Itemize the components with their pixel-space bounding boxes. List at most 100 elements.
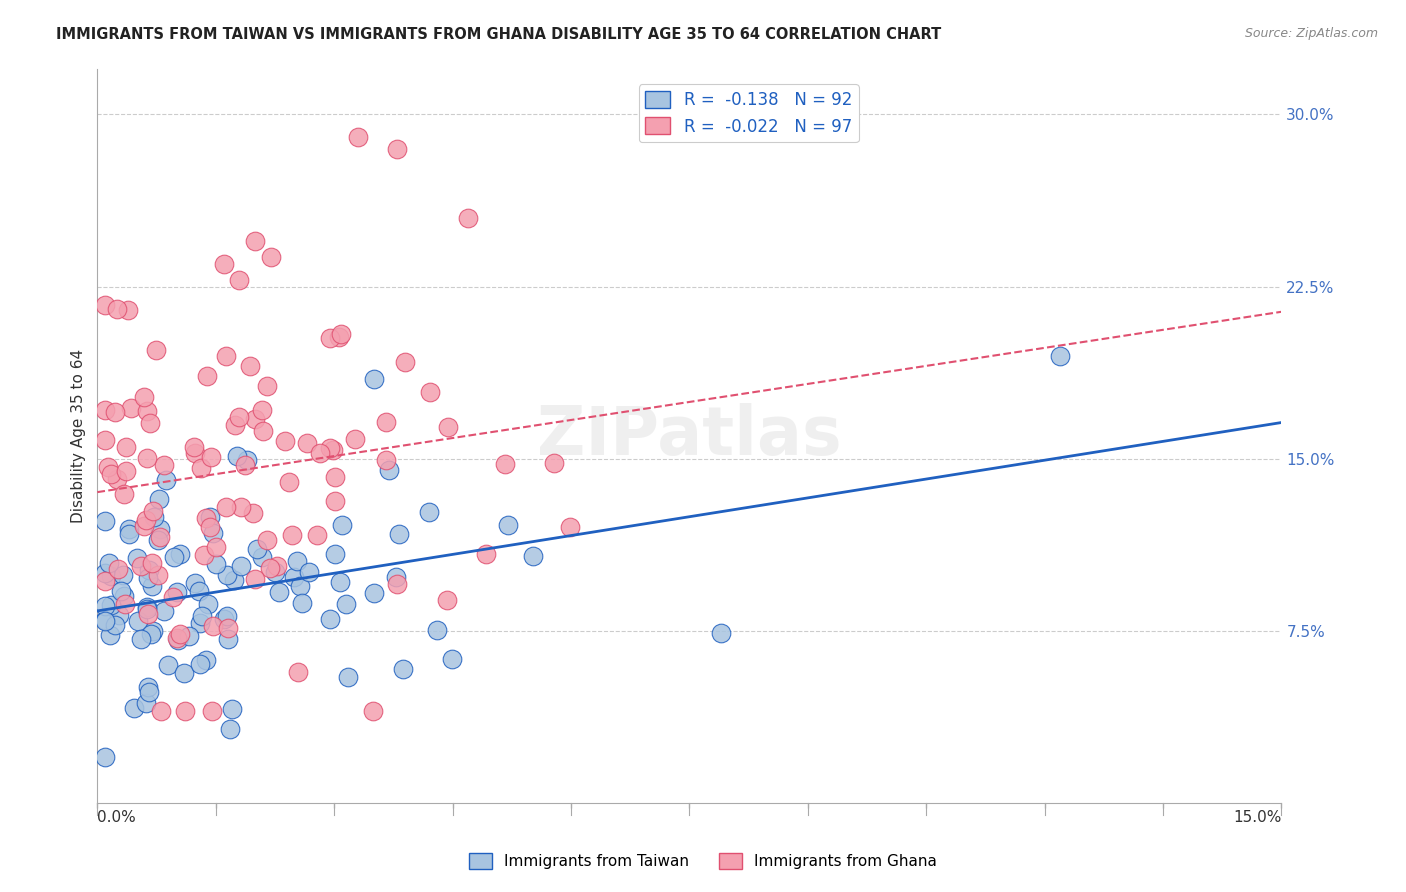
Point	[111, 567, 134, 582]
Point	[228, 410, 250, 425]
Point	[243, 411, 266, 425]
Point	[104, 404, 127, 418]
Point	[148, 491, 170, 506]
Point	[94, 402, 117, 417]
Point	[94, 514, 117, 528]
Point	[157, 657, 180, 672]
Point	[97, 460, 120, 475]
Point	[325, 470, 347, 484]
Point	[256, 533, 278, 547]
Point	[212, 257, 235, 271]
Point	[105, 301, 128, 316]
Point	[166, 632, 188, 646]
Point	[135, 696, 157, 710]
Point	[135, 601, 157, 615]
Point	[375, 415, 398, 429]
Point	[394, 355, 416, 369]
Point	[100, 598, 122, 612]
Point	[710, 626, 733, 640]
Point	[198, 509, 221, 524]
Point	[94, 298, 117, 312]
Point	[146, 533, 169, 547]
Point	[149, 530, 172, 544]
Point	[127, 614, 149, 628]
Point	[259, 561, 281, 575]
Point	[319, 442, 342, 456]
Point	[329, 326, 352, 341]
Point	[274, 434, 297, 448]
Point	[163, 549, 186, 564]
Point	[145, 343, 167, 357]
Point	[125, 551, 148, 566]
Point	[100, 467, 122, 481]
Point	[297, 565, 319, 579]
Point	[115, 440, 138, 454]
Point	[235, 452, 257, 467]
Point	[522, 549, 544, 564]
Point	[305, 528, 328, 542]
Point	[543, 456, 565, 470]
Point	[138, 563, 160, 577]
Point	[204, 557, 226, 571]
Point	[204, 540, 226, 554]
Point	[105, 472, 128, 486]
Point	[426, 624, 449, 638]
Point	[94, 613, 117, 627]
Point	[118, 527, 141, 541]
Point	[100, 628, 122, 642]
Point	[118, 522, 141, 536]
Point	[114, 597, 136, 611]
Point	[110, 583, 132, 598]
Point	[139, 627, 162, 641]
Point	[278, 475, 301, 490]
Point	[197, 598, 219, 612]
Point	[142, 504, 165, 518]
Point	[112, 487, 135, 501]
Point	[343, 433, 366, 447]
Point	[361, 705, 384, 719]
Point	[129, 559, 152, 574]
Point	[188, 657, 211, 672]
Point	[184, 446, 207, 460]
Point	[392, 662, 415, 676]
Point	[330, 517, 353, 532]
Text: 15.0%: 15.0%	[1233, 810, 1281, 825]
Point	[98, 556, 121, 570]
Point	[142, 624, 165, 638]
Point	[494, 457, 516, 471]
Point	[222, 574, 245, 588]
Point	[112, 589, 135, 603]
Point	[149, 522, 172, 536]
Point	[228, 273, 250, 287]
Point	[243, 573, 266, 587]
Point	[136, 599, 159, 614]
Point	[94, 750, 117, 764]
Point	[283, 570, 305, 584]
Point	[224, 417, 246, 432]
Point	[323, 494, 346, 508]
Point	[200, 450, 222, 464]
Point	[318, 331, 340, 345]
Point	[269, 585, 291, 599]
Point	[155, 474, 177, 488]
Point	[221, 702, 243, 716]
Point	[195, 653, 218, 667]
Point	[387, 526, 409, 541]
Point	[363, 586, 385, 600]
Point	[195, 368, 218, 383]
Point	[201, 705, 224, 719]
Point	[281, 527, 304, 541]
Point	[290, 579, 312, 593]
Text: Source: ZipAtlas.com: Source: ZipAtlas.com	[1244, 27, 1378, 40]
Point	[120, 401, 142, 416]
Point	[246, 542, 269, 557]
Point	[496, 518, 519, 533]
Point	[436, 593, 458, 607]
Point	[162, 590, 184, 604]
Point	[188, 583, 211, 598]
Text: 0.0%: 0.0%	[97, 810, 136, 825]
Point	[198, 520, 221, 534]
Point	[319, 612, 342, 626]
Point	[94, 433, 117, 447]
Point	[184, 576, 207, 591]
